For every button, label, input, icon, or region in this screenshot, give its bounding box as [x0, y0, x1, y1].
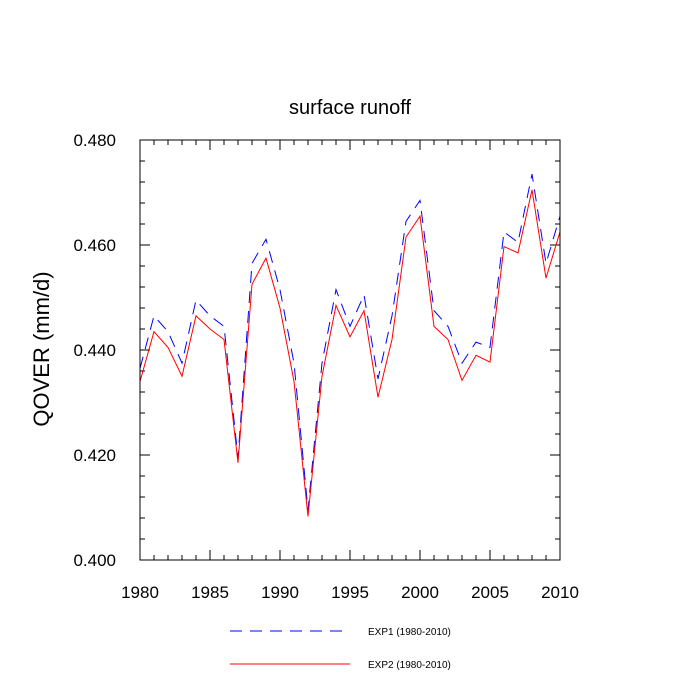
- x-tick-label: 2010: [541, 583, 579, 602]
- series-layer: [139, 174, 561, 517]
- y-axis-label: QOVER (mm/d): [29, 271, 54, 426]
- legend-label-exp2: EXP2 (1980-2010): [368, 660, 451, 671]
- y-tick-label: 0.460: [73, 236, 116, 255]
- x-tick-label: 1990: [261, 583, 299, 602]
- chart-title: surface runoff: [289, 97, 411, 119]
- axis-ticks: [139, 139, 561, 561]
- x-tick-label: 2000: [401, 583, 439, 602]
- y-tick-label: 0.480: [73, 131, 116, 150]
- y-tick-label: 0.440: [73, 341, 116, 360]
- tick-labels: 1980 1985 1990 1995 2000 2005 2010 0.400 0.420 0.…: [73, 131, 578, 602]
- x-tick-label: 1980: [121, 583, 159, 602]
- plot-frame: [139, 139, 561, 561]
- y-tick-label: 0.420: [73, 446, 116, 465]
- x-tick-label: 1985: [191, 583, 229, 602]
- y-tick-label: 0.400: [73, 551, 116, 570]
- legend: EXP1 (1980-2010) EXP2 (1980-2010): [230, 627, 451, 671]
- x-tick-label: 2005: [471, 583, 509, 602]
- series-line-exp2: [139, 189, 561, 517]
- legend-label-exp1: EXP1 (1980-2010): [368, 627, 451, 638]
- x-tick-label: 1995: [331, 583, 369, 602]
- series-line-exp1: [139, 174, 561, 511]
